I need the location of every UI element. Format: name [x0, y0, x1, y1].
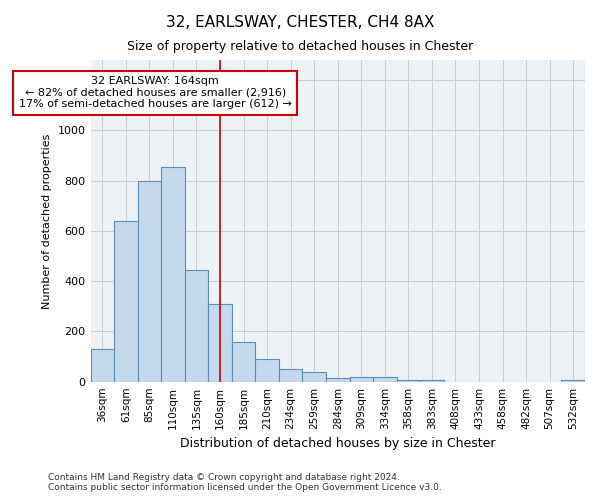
Bar — [256, 358, 279, 382]
Bar — [302, 372, 326, 382]
Bar — [161, 167, 185, 382]
Bar — [185, 270, 208, 382]
Text: Contains HM Land Registry data © Crown copyright and database right 2024.
Contai: Contains HM Land Registry data © Crown c… — [48, 473, 442, 492]
Text: Size of property relative to detached houses in Chester: Size of property relative to detached ho… — [127, 40, 473, 53]
Y-axis label: Number of detached properties: Number of detached properties — [42, 133, 52, 308]
Bar — [420, 380, 444, 382]
Bar — [137, 180, 161, 382]
Bar — [208, 304, 232, 382]
Bar — [373, 377, 397, 382]
Bar — [114, 221, 137, 382]
Bar — [91, 349, 114, 382]
Text: 32, EARLSWAY, CHESTER, CH4 8AX: 32, EARLSWAY, CHESTER, CH4 8AX — [166, 15, 434, 30]
Bar — [350, 377, 373, 382]
Bar — [279, 368, 302, 382]
Text: 32 EARLSWAY: 164sqm
← 82% of detached houses are smaller (2,916)
17% of semi-det: 32 EARLSWAY: 164sqm ← 82% of detached ho… — [19, 76, 292, 110]
Bar — [397, 380, 420, 382]
X-axis label: Distribution of detached houses by size in Chester: Distribution of detached houses by size … — [180, 437, 496, 450]
Bar — [562, 380, 585, 382]
Bar — [326, 378, 350, 382]
Bar — [232, 342, 256, 382]
